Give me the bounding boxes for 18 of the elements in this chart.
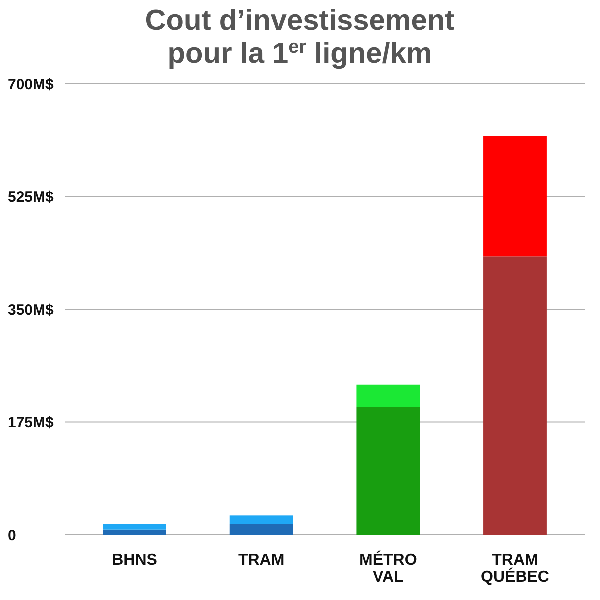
x-tick-label: MÉTRO VAL xyxy=(360,550,418,586)
y-tick-label: 0 xyxy=(8,527,16,544)
bar xyxy=(484,256,547,535)
bar xyxy=(103,524,166,530)
x-tick-label: BHNS xyxy=(112,552,158,569)
chart-title: Cout d’investissement pour la 1$^{er}$ ligne/km xyxy=(145,5,456,70)
y-tick-label: 525M$ xyxy=(8,189,55,206)
bar xyxy=(230,524,294,535)
x-tick-label: TRAM xyxy=(238,552,285,569)
bar xyxy=(230,516,294,524)
bar xyxy=(356,407,420,535)
x-tick-label: TRAM QUÉBEC xyxy=(481,552,550,586)
bar xyxy=(356,384,420,408)
bar xyxy=(103,530,166,535)
y-tick-label: 700M$ xyxy=(8,76,55,94)
y-tick-label: 175M$ xyxy=(8,414,55,432)
y-tick-label: 350M$ xyxy=(8,302,55,319)
bar xyxy=(484,136,547,257)
